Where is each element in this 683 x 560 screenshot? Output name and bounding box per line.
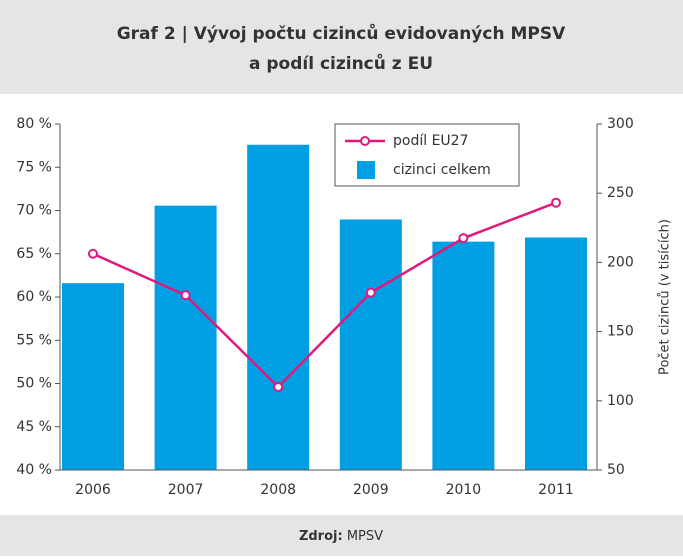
y-tick-label: 60 % bbox=[16, 289, 52, 305]
bar bbox=[525, 237, 587, 470]
legend-marker bbox=[360, 136, 370, 146]
x-tick-label: 2009 bbox=[353, 482, 389, 498]
x-tick-label: 2006 bbox=[75, 482, 111, 498]
bar bbox=[247, 144, 310, 470]
source-band bbox=[0, 515, 683, 556]
y2-tick-label: 250 bbox=[607, 185, 634, 201]
line-marker bbox=[458, 233, 469, 244]
line-marker bbox=[273, 381, 284, 392]
y-tick-label: 75 % bbox=[16, 159, 52, 175]
y-tick-label: 45 % bbox=[16, 419, 52, 435]
y-tick-label: 65 % bbox=[16, 246, 52, 262]
chart-title: Graf 2 | Vývoj počtu cizinců evidovaných… bbox=[117, 22, 566, 44]
y2-tick-label: 300 bbox=[607, 116, 634, 132]
y-tick-label: 50 % bbox=[16, 376, 52, 392]
source: Zdroj: MPSV bbox=[299, 529, 383, 544]
y2-tick-label: 100 bbox=[607, 393, 634, 409]
x-tick-label: 2011 bbox=[538, 482, 574, 498]
y2-tick-label: 150 bbox=[607, 324, 634, 340]
x-tick-label: 2007 bbox=[168, 482, 204, 498]
line-marker bbox=[88, 248, 98, 259]
bar bbox=[432, 241, 495, 470]
line bbox=[92, 201, 557, 389]
title-band bbox=[0, 0, 683, 94]
source-label: Zdroj: bbox=[299, 529, 343, 544]
y-tick-label: 55 % bbox=[16, 332, 52, 348]
bar bbox=[154, 205, 217, 470]
y2-axis-label: Počet cizinců (v tisících) bbox=[658, 219, 673, 375]
line-marker bbox=[365, 287, 376, 298]
legend-label: cizinci celkem bbox=[393, 162, 491, 178]
legend-label: podíl EU27 bbox=[393, 133, 468, 149]
line-marker bbox=[180, 290, 191, 301]
legend-swatch bbox=[357, 161, 375, 179]
x-tick-label: 2008 bbox=[260, 482, 296, 498]
y2-tick-label: 50 bbox=[607, 462, 625, 478]
y-tick-label: 40 % bbox=[16, 462, 52, 478]
x-tick-label: 2010 bbox=[446, 482, 482, 498]
source-value: MPSV bbox=[347, 529, 383, 544]
y-tick-label: 70 % bbox=[16, 203, 52, 219]
y-tick-label: 80 % bbox=[16, 116, 52, 132]
line-marker bbox=[551, 197, 561, 208]
bar bbox=[62, 283, 124, 470]
chart-title: a podíl cizinců z EU bbox=[249, 52, 433, 74]
bar bbox=[339, 219, 402, 470]
y2-tick-label: 200 bbox=[607, 254, 634, 270]
